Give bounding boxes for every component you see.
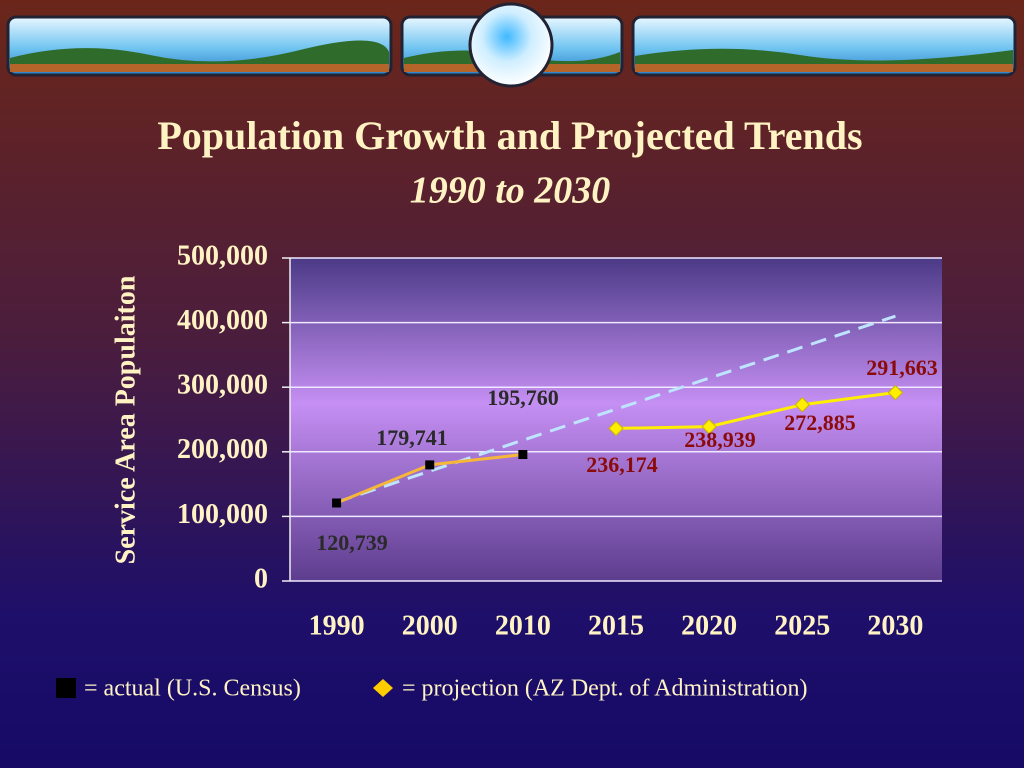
y-tick-label: 0 — [254, 563, 268, 594]
y-axis-label: Service Area Populaiton — [110, 275, 141, 564]
y-tick-label: 100,000 — [177, 499, 268, 530]
marker — [701, 418, 717, 435]
y-tick-label: 200,000 — [177, 434, 268, 465]
data-label: 195,760 — [487, 385, 559, 410]
marker — [332, 498, 342, 508]
series-line — [615, 391, 896, 430]
legend-marker — [56, 678, 76, 698]
plot-area — [290, 258, 942, 581]
marker — [518, 450, 528, 460]
y-tick-label: 500,000 — [177, 240, 268, 271]
data-label: 179,741 — [376, 425, 448, 450]
banner — [6, 2, 1017, 88]
y-tick-label: 300,000 — [177, 370, 268, 401]
marker — [887, 384, 904, 401]
data-label: 238,939 — [684, 427, 756, 452]
data-label: 272,885 — [784, 410, 856, 435]
legend-label: = projection (AZ Dept. of Administration… — [402, 676, 807, 702]
x-tick-label: 2010 — [495, 610, 551, 641]
marker — [794, 397, 810, 413]
marker — [608, 420, 624, 437]
y-tick-label: 400,000 — [177, 305, 268, 336]
x-tick-label: 2025 — [774, 610, 830, 641]
marker — [425, 460, 435, 470]
x-tick-label: 2015 — [588, 610, 644, 641]
data-label: 120,739 — [316, 530, 388, 555]
chart-title: Population Growth and Projected Trends — [157, 113, 862, 158]
data-label: 291,663 — [866, 355, 938, 380]
legend-label: = actual (U.S. Census) — [84, 676, 301, 702]
x-tick-label: 2000 — [402, 610, 458, 641]
x-tick-label: 1990 — [309, 610, 365, 641]
data-label: 236,174 — [586, 452, 658, 477]
trend-line — [336, 314, 896, 504]
x-tick-label: 2030 — [867, 610, 923, 641]
x-tick-label: 2020 — [681, 610, 737, 641]
legend-marker — [373, 679, 393, 697]
chart-subtitle: 1990 to 2030 — [410, 170, 611, 212]
